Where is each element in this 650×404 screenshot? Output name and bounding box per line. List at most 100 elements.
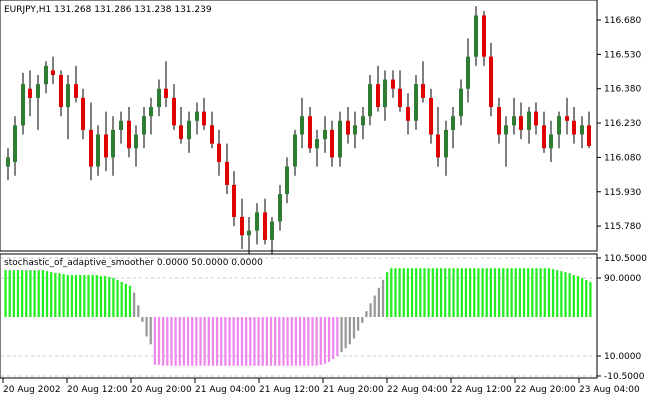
- histogram-bar: [257, 317, 260, 366]
- candle-body: [142, 116, 146, 135]
- histogram-bar: [307, 317, 310, 366]
- candle-body: [89, 129, 93, 167]
- histogram-bar: [199, 317, 202, 366]
- histogram-bar: [66, 275, 69, 317]
- histogram-bar: [141, 317, 144, 322]
- candle-body: [172, 97, 176, 126]
- time-tick-label: 21 Aug 04:00: [195, 385, 256, 395]
- candle: [330, 120, 334, 167]
- candle: [202, 97, 206, 130]
- histogram-bar: [493, 268, 497, 317]
- histogram-bar: [50, 272, 53, 317]
- histogram-bar: [485, 268, 488, 317]
- histogram-bar: [381, 279, 385, 317]
- histogram-bar: [460, 268, 463, 317]
- candle: [587, 111, 591, 149]
- candle: [308, 107, 312, 153]
- histogram-bar: [386, 272, 389, 317]
- histogram-bar: [402, 268, 405, 317]
- candle: [44, 61, 48, 94]
- histogram-bar: [166, 317, 169, 366]
- histogram-bar: [128, 285, 132, 317]
- candle: [157, 79, 161, 117]
- candle: [195, 102, 199, 135]
- histogram-bar: [336, 317, 339, 357]
- candle-body: [587, 125, 591, 146]
- histogram-bar: [410, 268, 414, 317]
- histogram-bar: [162, 317, 165, 366]
- candle-body: [497, 107, 501, 135]
- histogram-bar: [518, 268, 522, 317]
- histogram-bar: [232, 317, 235, 366]
- histogram-bar: [315, 317, 318, 366]
- candle-body: [127, 120, 131, 149]
- indicator-pane[interactable]: stochastic_of_adaptive_smoother 0.0000 5…: [0, 253, 598, 379]
- histogram-bar: [506, 268, 509, 317]
- histogram-bar: [319, 317, 322, 365]
- histogram-bar: [510, 268, 513, 317]
- histogram-bar: [585, 279, 588, 317]
- histogram-bar: [473, 268, 476, 317]
- candle: [512, 97, 516, 135]
- candle: [179, 107, 183, 144]
- candle: [278, 184, 282, 231]
- candle: [217, 129, 221, 176]
- candle-body: [66, 84, 70, 108]
- candle-body: [474, 15, 478, 57]
- histogram-bar: [286, 317, 289, 366]
- candle-body: [179, 125, 183, 140]
- candle-body: [406, 107, 410, 121]
- histogram-bar: [303, 317, 306, 366]
- candle-body: [247, 230, 251, 236]
- candle-body: [263, 212, 267, 240]
- candle-body: [210, 125, 214, 144]
- histogram-bar: [398, 268, 401, 317]
- histogram-bar: [543, 268, 546, 317]
- candle-body: [96, 134, 100, 167]
- indicator-axis[interactable]: 110.5000 90.0000 10.0000 -10.5000: [597, 254, 647, 382]
- histogram-bar: [489, 268, 492, 317]
- histogram-bar: [211, 317, 215, 366]
- histogram-bar: [261, 317, 264, 366]
- candle-body: [414, 84, 418, 121]
- candle: [557, 111, 561, 149]
- candle: [368, 74, 372, 126]
- candle-body: [81, 97, 85, 130]
- histogram-bar: [116, 279, 119, 317]
- candle-body: [519, 116, 523, 130]
- candle-body: [225, 161, 229, 185]
- histogram-bar: [464, 268, 468, 317]
- candle: [429, 88, 433, 144]
- candle-body: [580, 125, 584, 135]
- histogram-bar: [311, 317, 314, 366]
- price-tick-label: 116.380: [604, 85, 641, 95]
- histogram-bar: [452, 268, 455, 317]
- candle: [436, 107, 440, 167]
- candle: [504, 116, 508, 167]
- candle-body: [565, 116, 569, 121]
- histogram-bar: [427, 268, 430, 317]
- indicator-histogram: [4, 268, 592, 366]
- time-tick-label: 20 Aug 2002: [3, 385, 61, 395]
- candlesticks: [6, 6, 591, 259]
- histogram-bar: [228, 317, 231, 366]
- candle: [59, 70, 63, 117]
- histogram-bar: [220, 317, 223, 366]
- histogram-bar: [502, 268, 505, 317]
- histogram-bar: [560, 271, 563, 317]
- candle-body: [338, 120, 342, 158]
- histogram-bar: [340, 317, 343, 353]
- histogram-bar: [33, 270, 36, 317]
- candle: [391, 70, 395, 98]
- histogram-bar: [87, 275, 90, 317]
- candle: [346, 107, 350, 144]
- price-pane[interactable]: EURJPY,H1 131.268 131.286 131.238 131.23…: [0, 0, 598, 259]
- candle-body: [51, 70, 55, 75]
- time-axis[interactable]: 20 Aug 2002 20 Aug 12:00 20 Aug 20:00 21 Au…: [2, 378, 640, 395]
- time-tick-label: 23 Aug 04:00: [579, 385, 640, 395]
- candle: [164, 61, 168, 108]
- histogram-bar: [269, 317, 273, 366]
- histogram-bar: [224, 317, 227, 366]
- price-axis[interactable]: 116.680 116.530 116.380 116.230 116.080 115.9…: [597, 16, 641, 232]
